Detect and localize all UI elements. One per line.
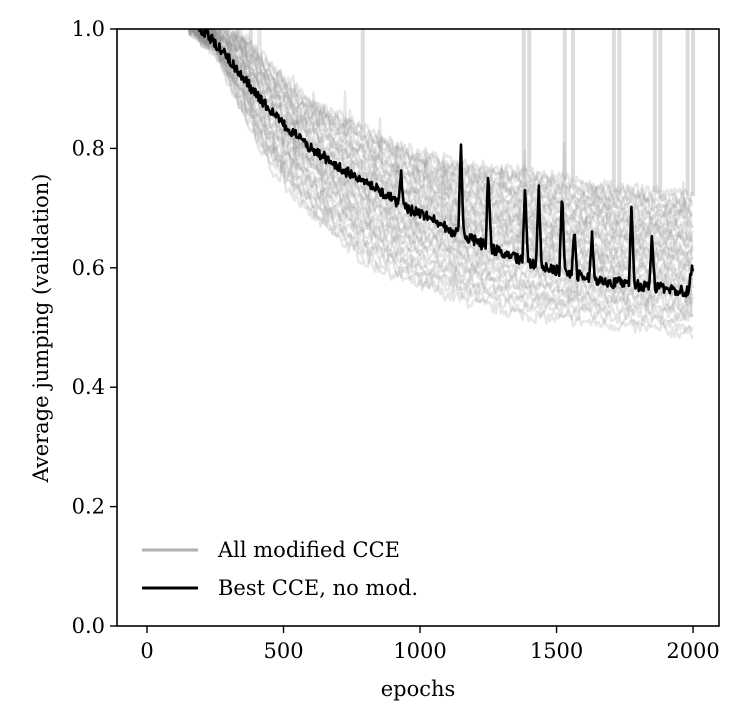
best-cce-line — [197, 29, 695, 298]
modified-cce-run-line — [196, 29, 694, 247]
modified-cce-run-line — [188, 29, 694, 312]
x-axis-label: epochs — [381, 677, 456, 701]
modified-cce-run-line — [201, 29, 693, 240]
modified-cce-run-line — [193, 29, 694, 243]
modified-cce-run-line — [189, 29, 693, 295]
modified-cce-run-line — [193, 29, 694, 251]
best-cce-run — [197, 29, 695, 298]
modified-cce-run-line — [192, 29, 693, 225]
x-axis: 0 500 1000 1500 2000 — [140, 626, 720, 663]
modified-cce-runs — [187, 29, 695, 340]
x-tick-label: 1500 — [530, 639, 583, 663]
x-tick-label: 0 — [140, 639, 153, 663]
y-tick-label: 0.0 — [72, 614, 105, 638]
legend: All modified CCE Best CCE, no mod. — [142, 538, 418, 600]
modified-cce-run-line — [191, 29, 693, 272]
x-tick-label: 500 — [263, 639, 303, 663]
y-axis: 0.0 0.2 0.4 0.6 0.8 1.0 — [72, 17, 117, 638]
x-tick-label: 2000 — [666, 639, 719, 663]
y-tick-label: 0.6 — [72, 256, 105, 280]
plot-background — [117, 29, 719, 626]
modified-cce-run-line — [198, 32, 694, 287]
y-tick-label: 0.8 — [72, 136, 105, 160]
modified-cce-run-line — [187, 29, 694, 289]
y-axis-label: Average jumping (validation) — [29, 174, 53, 484]
modified-cce-run-line — [187, 29, 694, 276]
modified-cce-spikes — [235, 29, 696, 197]
modified-cce-run-line — [187, 29, 695, 334]
modified-cce-run-line — [194, 31, 693, 322]
modified-cce-run-line — [197, 29, 694, 218]
modified-cce-run-line — [189, 29, 694, 303]
modified-cce-run-line — [200, 29, 694, 236]
legend-label-best-cce: Best CCE, no mod. — [218, 576, 418, 600]
y-tick-label: 0.2 — [72, 495, 105, 519]
y-tick-label: 1.0 — [72, 17, 105, 41]
modified-cce-run-line — [201, 38, 694, 326]
modified-cce-run-line — [188, 29, 694, 228]
modified-cce-run-line — [188, 29, 694, 202]
legend-label-modified-cce: All modified CCE — [217, 538, 400, 562]
x-tick-label: 1000 — [393, 639, 446, 663]
modified-cce-run-line — [195, 29, 694, 231]
modified-cce-run-line — [192, 29, 694, 213]
modified-cce-run-line — [196, 29, 694, 220]
modified-cce-run-line — [187, 29, 694, 340]
modified-cce-run-line — [193, 29, 694, 210]
modified-cce-run-line — [203, 29, 693, 206]
y-tick-label: 0.4 — [72, 375, 105, 399]
modified-cce-run-line — [196, 33, 694, 318]
modified-cce-run-line — [189, 29, 693, 282]
modified-cce-run-line — [195, 30, 694, 309]
plot-frame — [116, 28, 720, 627]
